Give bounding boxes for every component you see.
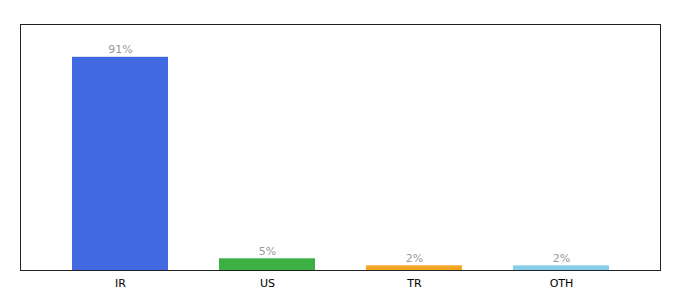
svg-text:US: US (260, 277, 275, 290)
svg-text:IR: IR (115, 277, 126, 290)
svg-text:TR: TR (406, 277, 422, 290)
svg-text:OTH: OTH (550, 277, 574, 290)
svg-text:2%: 2% (553, 252, 570, 265)
svg-text:91%: 91% (108, 43, 132, 56)
svg-text:2%: 2% (406, 252, 423, 265)
svg-text:5%: 5% (259, 245, 276, 258)
